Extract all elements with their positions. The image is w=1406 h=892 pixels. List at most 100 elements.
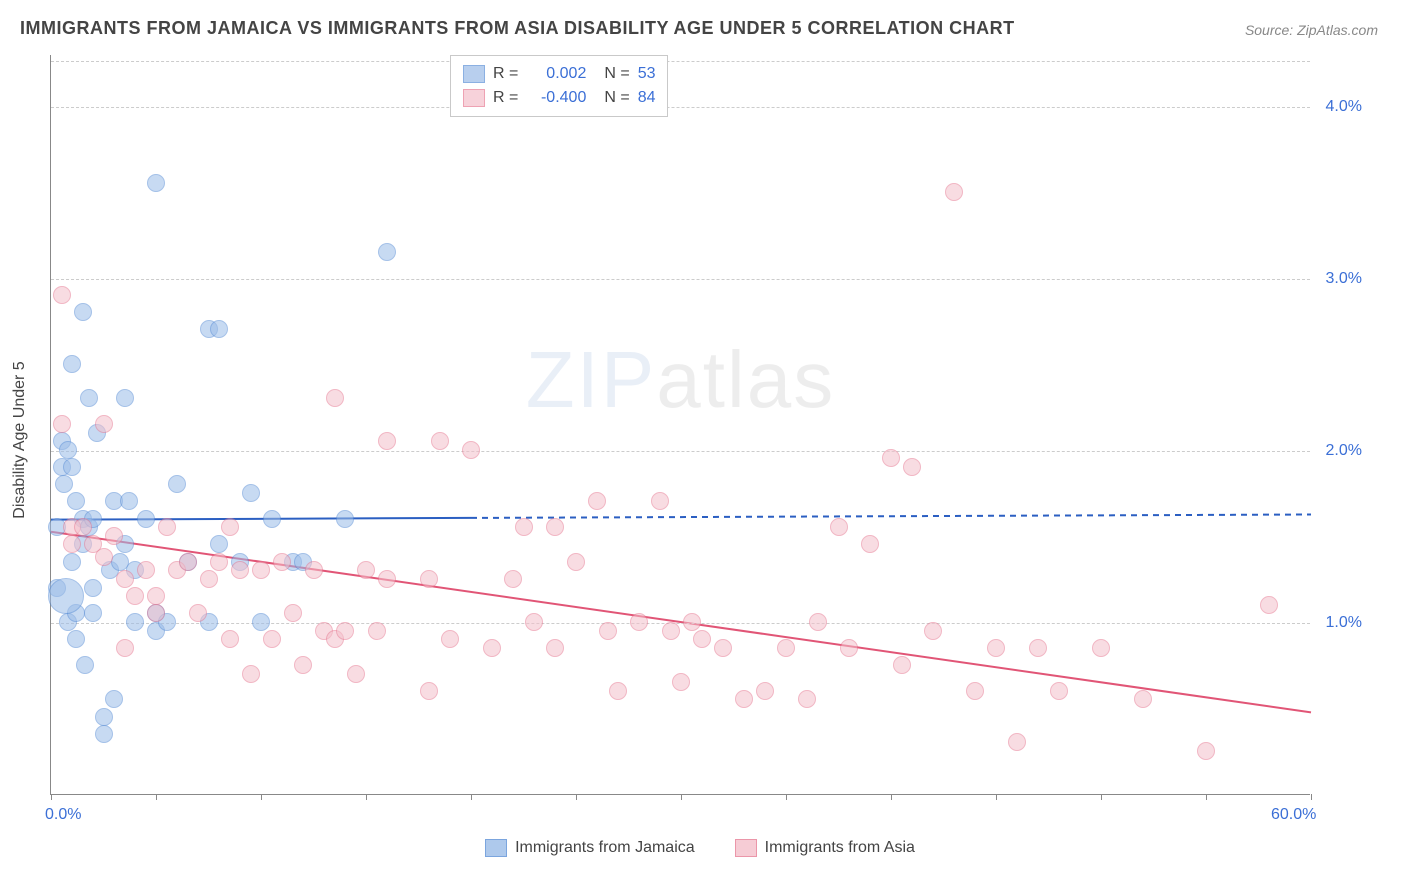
data-point xyxy=(515,518,533,536)
x-tick-label: 0.0% xyxy=(45,806,81,824)
data-point xyxy=(336,622,354,640)
stats-n-value: 53 xyxy=(638,62,656,86)
data-point xyxy=(221,630,239,648)
gridline xyxy=(51,279,1310,280)
data-point xyxy=(105,527,123,545)
data-point xyxy=(189,604,207,622)
data-point xyxy=(378,570,396,588)
data-point xyxy=(126,587,144,605)
data-point xyxy=(1134,690,1152,708)
data-point xyxy=(1260,596,1278,614)
legend-item: Immigrants from Asia xyxy=(735,839,915,857)
data-point xyxy=(882,449,900,467)
data-point xyxy=(462,441,480,459)
data-point xyxy=(95,725,113,743)
stats-row: R = 0.002 N = 53 xyxy=(463,62,655,86)
data-point xyxy=(798,690,816,708)
data-point xyxy=(525,613,543,631)
data-point xyxy=(347,665,365,683)
data-point xyxy=(420,682,438,700)
data-point xyxy=(200,570,218,588)
data-point xyxy=(756,682,774,700)
data-point xyxy=(179,553,197,571)
data-point xyxy=(662,622,680,640)
data-point xyxy=(242,665,260,683)
y-tick-label: 3.0% xyxy=(1326,270,1362,288)
data-point xyxy=(777,639,795,657)
data-point xyxy=(368,622,386,640)
stats-n-label: N = xyxy=(604,62,629,86)
data-point xyxy=(1008,733,1026,751)
data-point xyxy=(252,561,270,579)
gridline xyxy=(51,61,1310,62)
x-tick-mark xyxy=(1101,794,1102,800)
data-point xyxy=(294,656,312,674)
legend-item: Immigrants from Jamaica xyxy=(485,839,695,857)
data-point xyxy=(74,518,92,536)
legend-swatch xyxy=(463,89,485,107)
data-point xyxy=(630,613,648,631)
data-point xyxy=(987,639,1005,657)
data-point-large xyxy=(48,578,84,614)
data-point xyxy=(126,613,144,631)
data-point xyxy=(546,639,564,657)
gridline xyxy=(51,623,1310,624)
x-tick-mark xyxy=(576,794,577,800)
gridline xyxy=(51,107,1310,108)
x-tick-mark xyxy=(996,794,997,800)
data-point xyxy=(147,174,165,192)
data-point xyxy=(714,639,732,657)
plot-area: ZIPatlas 1.0%2.0%3.0%4.0%0.0%60.0% xyxy=(50,55,1310,795)
data-point xyxy=(210,535,228,553)
data-point xyxy=(567,553,585,571)
data-point xyxy=(1092,639,1110,657)
stats-r-value: -0.400 xyxy=(526,86,586,110)
data-point xyxy=(263,510,281,528)
data-point xyxy=(326,389,344,407)
data-point xyxy=(210,320,228,338)
data-point xyxy=(840,639,858,657)
data-point xyxy=(431,432,449,450)
data-point xyxy=(903,458,921,476)
source-attribution: Source: ZipAtlas.com xyxy=(1245,22,1378,38)
stats-n-value: 84 xyxy=(638,86,656,110)
data-point xyxy=(924,622,942,640)
legend-label: Immigrants from Jamaica xyxy=(515,839,695,857)
data-point xyxy=(252,613,270,631)
data-point xyxy=(116,389,134,407)
data-point xyxy=(305,561,323,579)
x-tick-mark xyxy=(1311,794,1312,800)
data-point xyxy=(830,518,848,536)
data-point xyxy=(95,548,113,566)
data-point xyxy=(683,613,701,631)
x-tick-mark xyxy=(786,794,787,800)
data-point xyxy=(84,579,102,597)
chart-title: IMMIGRANTS FROM JAMAICA VS IMMIGRANTS FR… xyxy=(20,18,1015,39)
x-tick-mark xyxy=(366,794,367,800)
stats-r-label: R = xyxy=(493,62,518,86)
legend-swatch xyxy=(485,839,507,857)
data-point xyxy=(966,682,984,700)
x-tick-mark xyxy=(51,794,52,800)
y-tick-label: 4.0% xyxy=(1326,98,1362,116)
data-point xyxy=(651,492,669,510)
y-tick-label: 1.0% xyxy=(1326,614,1362,632)
x-tick-label: 60.0% xyxy=(1271,806,1316,824)
data-point xyxy=(609,682,627,700)
y-tick-label: 2.0% xyxy=(1326,442,1362,460)
stats-row: R =-0.400N =84 xyxy=(463,86,655,110)
data-point xyxy=(357,561,375,579)
data-point xyxy=(158,518,176,536)
x-tick-mark xyxy=(681,794,682,800)
data-point xyxy=(116,639,134,657)
data-point xyxy=(120,492,138,510)
data-point xyxy=(242,484,260,502)
data-point xyxy=(809,613,827,631)
data-point xyxy=(672,673,690,691)
stats-r-label: R = xyxy=(493,86,518,110)
chart-area: Disability Age Under 5 ZIPatlas 1.0%2.0%… xyxy=(50,55,1350,825)
data-point xyxy=(74,303,92,321)
stats-r-value: 0.002 xyxy=(526,62,586,86)
data-point xyxy=(168,475,186,493)
data-point xyxy=(67,630,85,648)
